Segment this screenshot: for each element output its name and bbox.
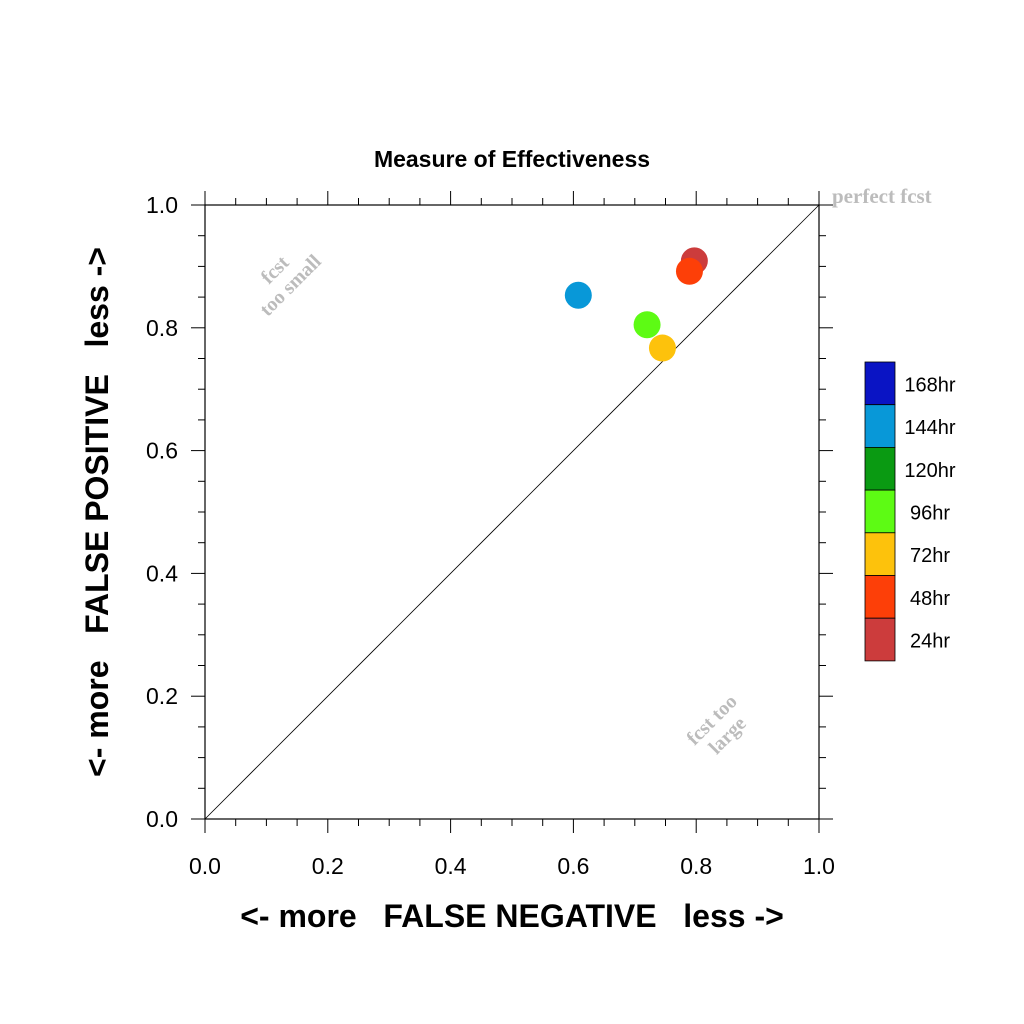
axis-ticks: [191, 191, 833, 833]
x-tick-label: 0.0: [189, 853, 221, 879]
legend-swatch-168hr: [864, 361, 896, 406]
y-tick-label: 0.0: [146, 806, 178, 832]
annotation-fcst-too-small: fcst too small: [256, 250, 326, 320]
y-tick-label: 0.2: [146, 683, 178, 709]
y-axis-label: <- more FALSE POSITIVE less ->: [79, 247, 115, 777]
legend-swatch-120hr: [864, 446, 896, 491]
y-tick-label: 1.0: [146, 192, 178, 218]
x-tick-labels: 0.0 0.2 0.4 0.6 0.8 1.0: [189, 853, 835, 879]
legend-swatch-96hr: [864, 489, 896, 534]
point-144hr: [564, 281, 592, 309]
y-tick-labels: 0.0 0.2 0.4 0.6 0.8 1.0: [146, 192, 178, 832]
legend-label-168hr: 168hr: [904, 374, 955, 396]
data-points: [564, 247, 708, 362]
point-48hr: [675, 257, 703, 285]
legend-swatch-48hr: [864, 575, 896, 619]
legend-swatch-72hr: [864, 532, 896, 576]
legend-label-96hr: 96hr: [910, 502, 950, 524]
x-tick-label: 1.0: [803, 853, 835, 879]
y-tick-label: 0.4: [146, 560, 178, 586]
legend-label-72hr: 72hr: [910, 545, 950, 567]
y-tick-label: 0.6: [146, 438, 178, 464]
legend-label-24hr: 24hr: [910, 631, 950, 653]
legend-swatch-24hr: [864, 617, 896, 662]
legend-swatch-144hr: [864, 404, 896, 448]
annotation-perfect-fcst: perfect fcst: [832, 184, 932, 208]
x-tick-label: 0.2: [312, 853, 344, 879]
chart-title: Measure of Effectiveness: [374, 146, 650, 172]
x-tick-label: 0.6: [557, 853, 589, 879]
y-tick-label: 0.8: [146, 315, 178, 341]
annotation-too-small-line2: too small: [256, 250, 326, 320]
legend: 168hr 144hr 120hr 96hr 72hr 48hr 24hr: [864, 361, 956, 662]
legend-label-144hr: 144hr: [904, 417, 955, 439]
legend-label-120hr: 120hr: [904, 460, 955, 482]
x-axis-label: <- more FALSE NEGATIVE less ->: [240, 898, 784, 934]
diagonal-line: [204, 204, 820, 820]
point-72hr: [648, 334, 676, 362]
x-tick-label: 0.4: [435, 853, 467, 879]
point-96hr: [633, 311, 661, 339]
legend-label-48hr: 48hr: [910, 588, 950, 610]
x-tick-label: 0.8: [680, 853, 712, 879]
annotation-fcst-too-large: fcst too large: [683, 691, 751, 759]
